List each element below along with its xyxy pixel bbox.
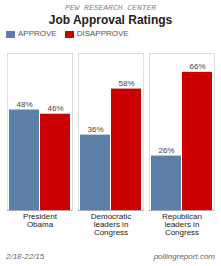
html-text:pollingreport.com: pollingreport.com [153, 252, 215, 261]
html-text:APPROVE: APPROVE [18, 29, 57, 38]
svg-text:46%: 46% [47, 104, 63, 113]
html-text:Job Approval Ratings: Job Approval Ratings [48, 13, 173, 27]
svg-text:58%: 58% [118, 79, 134, 88]
html-text:PEW RESEARCH CENTER: PEW RESEARCH CENTER [64, 3, 157, 12]
html-text:2/18-22/15: 2/18-22/15 [6, 252, 45, 261]
svg-text:Republicanleaders inCongress: Republicanleaders inCongress [162, 212, 202, 237]
html-text:DISAPPROVE: DISAPPROVE [76, 29, 129, 38]
svg-text:26%: 26% [158, 146, 174, 155]
svg-text:36%: 36% [87, 125, 103, 134]
svg-text:66%: 66% [189, 62, 205, 71]
svg-text:PresidentObama: PresidentObama [23, 212, 58, 229]
svg-text:Democraticleaders inCongress: Democraticleaders inCongress [91, 212, 131, 237]
svg-text:48%: 48% [16, 100, 32, 109]
